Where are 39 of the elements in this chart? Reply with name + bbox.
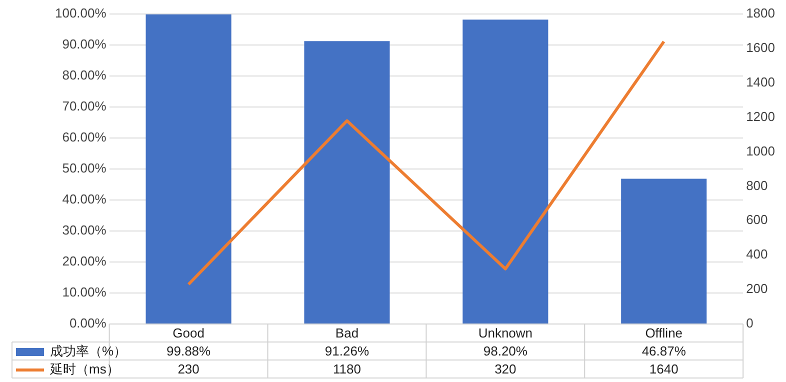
y2-tick-label: 1800: [746, 6, 775, 21]
data-label: 1640: [649, 362, 678, 377]
bar: [304, 41, 390, 324]
bar: [621, 178, 707, 324]
data-label: 1180: [332, 362, 361, 377]
y-tick-label: 60.00%: [62, 130, 107, 145]
data-label: 99.88%: [166, 344, 212, 359]
legend-label: 成功率（%）: [50, 344, 127, 359]
data-label: 46.87%: [642, 344, 686, 359]
x-tick-label: Offline: [645, 326, 683, 341]
y-tick-label: 0.00%: [69, 316, 107, 331]
y2-tick-label: 1200: [746, 108, 775, 124]
y-tick-label: 70.00%: [62, 98, 107, 114]
y2-tick-label: 200: [746, 281, 768, 296]
x-tick-label: Unknown: [478, 326, 533, 341]
data-label: 230: [178, 362, 200, 377]
y-tick-label: 40.00%: [62, 192, 107, 207]
y-tick-label: 30.00%: [62, 222, 107, 238]
y2-tick-label: 400: [746, 246, 768, 262]
x-tick-label: Good: [172, 326, 204, 341]
y-tick-label: 80.00%: [62, 68, 107, 83]
bar: [462, 20, 548, 324]
y2-tick-label: 600: [746, 212, 768, 228]
data-label: 91.26%: [324, 344, 370, 359]
legend-label: 延时（ms）: [49, 362, 120, 377]
y2-tick-label: 1600: [746, 40, 775, 56]
y2-tick-label: 1400: [746, 74, 775, 90]
data-label: 98.20%: [483, 344, 528, 359]
y2-tick-label: 800: [746, 178, 768, 193]
y-tick-label: 90.00%: [62, 36, 107, 52]
y2-tick-label: 0: [746, 316, 754, 331]
y-tick-label: 20.00%: [62, 254, 107, 269]
y-tick-label: 10.00%: [62, 284, 107, 300]
bar: [146, 14, 232, 324]
y-tick-label: 100.00%: [54, 6, 107, 21]
x-tick-label: Bad: [335, 326, 359, 341]
y-tick-label: 50.00%: [62, 160, 107, 176]
data-label: 320: [494, 362, 516, 377]
y2-tick-label: 1000: [746, 143, 775, 158]
